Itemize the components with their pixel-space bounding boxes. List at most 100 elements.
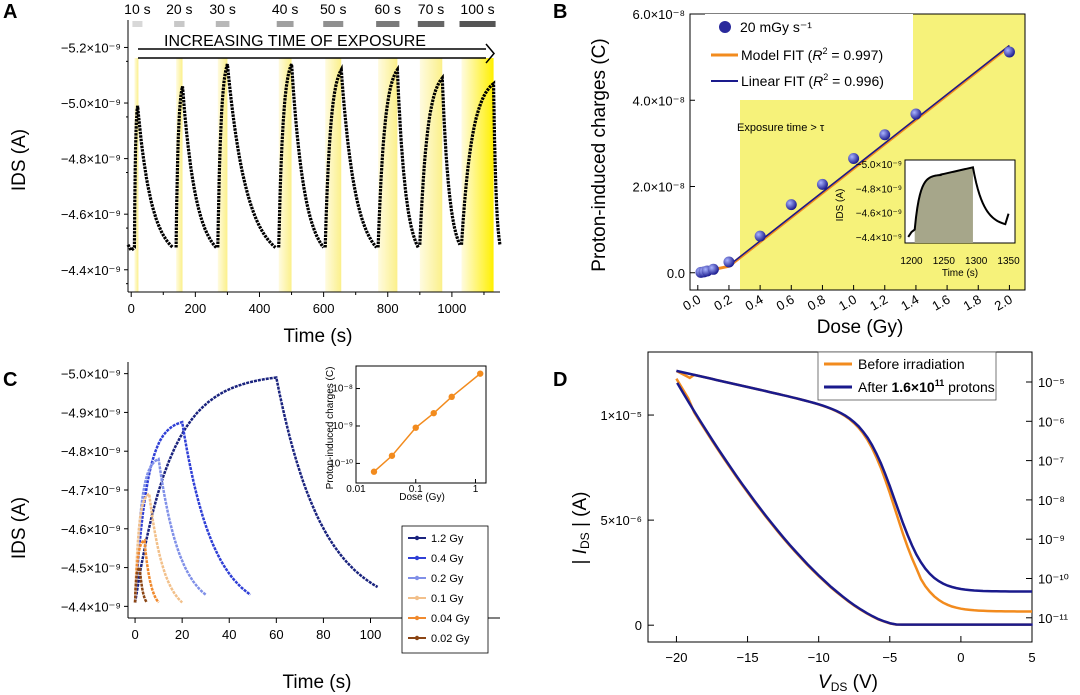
b-y-tick-label: 2.0×10⁻⁸ [633, 180, 685, 195]
a-curve-segment [174, 86, 218, 249]
b-inset-fill [914, 167, 973, 243]
b-data-point [723, 256, 735, 268]
c-inset-line [373, 373, 481, 473]
b-x-tick-label: 0.0 [680, 292, 703, 314]
c-y-tick-label: −5.0×10⁻⁹ [61, 367, 121, 382]
a-exposure-tab [132, 21, 143, 27]
b-x-tick-label: 2.0 [992, 292, 1015, 314]
c-x-tick-label: 40 [222, 627, 236, 642]
a-x-tick-label: 0 [128, 301, 135, 316]
c-inset-plot: 0.01 0.1 1 10⁻⁸ 10⁻⁹ 10⁻¹⁰ [329, 370, 484, 495]
c-y-tick-label: −4.8×10⁻⁹ [61, 444, 121, 459]
b-x-tick-label: 0.4 [742, 292, 765, 314]
c-x-tick-label: 60 [269, 627, 283, 642]
c-legend-label: 0.1 Gy [431, 593, 464, 605]
a-axes: −5.2×10⁻⁹ −5.0×10⁻⁹ −4.8×10⁻⁹ −4.6×10⁻⁹ −4.4… [61, 20, 500, 316]
c-inset-y-tick-label: 10⁻⁸ [332, 384, 353, 395]
a-x-tick-label: 600 [313, 301, 335, 316]
b-inset-x-tick-label: 1200 [900, 256, 923, 267]
d-x-tick-label: 5 [1028, 650, 1035, 665]
a-exposure-band [176, 58, 183, 292]
b-x-tick-label: 1.4 [898, 292, 921, 314]
c-y-tick-label: −4.6×10⁻⁹ [61, 522, 121, 537]
b-inset-x-tick-label: 1300 [965, 256, 988, 267]
d-y-axis-label: | IDS | (A) [570, 492, 592, 565]
c-inset-y-tick-label: 10⁻¹⁰ [329, 458, 353, 469]
a-exposure-tab [276, 21, 294, 27]
c-y-tick-label: −4.4×10⁻⁹ [61, 599, 121, 614]
a-exposure-band [134, 58, 139, 292]
d-x-tick-label: −15 [737, 650, 759, 665]
d-x-tick-label: −5 [882, 650, 897, 665]
a-y-tick-label: −4.4×10⁻⁹ [61, 263, 121, 278]
d-legend: Before irradiation After 1.6×1011 proton… [817, 351, 997, 401]
a-exposure-tab [459, 21, 496, 27]
d-y2-tick-label: 10⁻¹¹ [1038, 611, 1069, 626]
c-legend-dot [414, 535, 420, 541]
panel-d: D 0 5×10⁻⁶ 1×10⁻⁵ −20 −15 −10 −5 0 5 10⁻⁵ 10⁻⁶ 10⁻⁷… [553, 351, 1069, 694]
c-inset-point [412, 424, 419, 431]
a-y-tick-label: −5.2×10⁻⁹ [61, 40, 121, 55]
c-inset-y-tick-label: 10⁻⁹ [332, 421, 353, 432]
panel-d-letter: D [553, 369, 567, 391]
d-before-log-curve [675, 369, 1032, 613]
c-inset-point [448, 393, 455, 401]
d-legend-before: Before irradiation [858, 356, 965, 372]
d-axes: 0 5×10⁻⁶ 1×10⁻⁵ −20 −15 −10 −5 0 5 10⁻⁵ 10⁻⁶ 10⁻⁷ 10… [600, 351, 1069, 665]
d-y-tick-label: 0 [635, 618, 642, 633]
d-after-linear-curve [676, 382, 1033, 626]
a-exposure-tab [215, 21, 230, 27]
a-x-tick-label: 1000 [437, 301, 466, 316]
a-y-tick-label: −4.8×10⁻⁹ [61, 152, 121, 167]
c-legend-label: 0.02 Gy [431, 633, 470, 645]
c-inset-point [370, 468, 378, 475]
c-x-tick-label: 100 [360, 627, 382, 642]
panel-a: A 10 s 20 s 30 s 40 s 50 s 60 s 70 s 100 s INCR… [3, 1, 502, 347]
c-curve [133, 457, 207, 603]
b-legend-marker-points [719, 21, 731, 33]
c-y-tick-label: −4.5×10⁻⁹ [61, 561, 121, 576]
c-curve [133, 376, 379, 603]
a-exposure-label: 40 s [272, 1, 298, 17]
a-y-tick-label: −5.0×10⁻⁹ [61, 96, 121, 111]
d-y-tick-label: 5×10⁻⁶ [601, 513, 643, 528]
b-y-tick-label: 6.0×10⁻⁸ [633, 7, 685, 22]
b-legend-box [705, 14, 913, 100]
a-banner-text: INCREASING TIME OF EXPOSURE [164, 33, 426, 50]
c-curve [133, 420, 252, 603]
c-legend-label: 0.04 Gy [431, 613, 470, 625]
a-exposure-tab [376, 21, 400, 27]
b-x-tick-label: 1.8 [961, 292, 984, 314]
d-x-tick-label: −20 [665, 650, 687, 665]
c-x-axis-label: Time (s) [283, 672, 352, 693]
c-inset-y-label: Proton-induced charges (C) [325, 367, 336, 490]
a-curve-segment [418, 73, 462, 246]
a-exposure-label: 50 s [320, 1, 346, 17]
d-y2-tick-label: 10⁻⁸ [1038, 493, 1065, 508]
a-exposure-band [325, 58, 342, 292]
c-inset-x-tick-label: 0.01 [346, 484, 366, 495]
b-linear-fit-line [728, 44, 1010, 267]
a-x-axis-label: Time (s) [284, 326, 353, 347]
c-legend-dot [414, 635, 420, 641]
b-data-point [785, 199, 797, 211]
b-inset-x-label: Time (s) [942, 268, 978, 279]
a-curve-segment [376, 64, 420, 249]
a-banner-arrow-head [485, 43, 495, 64]
b-inset-y-tick-label: −5.0×10⁻⁹ [856, 160, 902, 171]
a-exposure-shading [134, 58, 494, 292]
c-legend-label: 1.2 Gy [431, 533, 464, 545]
b-inset-x-tick-label: 1250 [933, 256, 956, 267]
a-exposure-tab [323, 21, 344, 27]
b-x-tick-label: 0.6 [774, 292, 797, 314]
c-legend-dot [414, 615, 420, 621]
d-legend-after: After 1.6×1011 protons [858, 378, 995, 395]
a-exposure-label: 10 s [124, 1, 150, 17]
panel-c-letter: C [3, 369, 17, 391]
a-curve-segment [459, 80, 502, 246]
a-x-tick-label: 800 [377, 301, 399, 316]
b-data-point [848, 152, 860, 164]
b-x-tick-label: 1.6 [929, 292, 952, 314]
b-inset-ticks: 1200 1250 1300 1350 −5.0×10⁻⁹ −4.8×10⁻⁹ −4.6×1… [856, 160, 1020, 267]
